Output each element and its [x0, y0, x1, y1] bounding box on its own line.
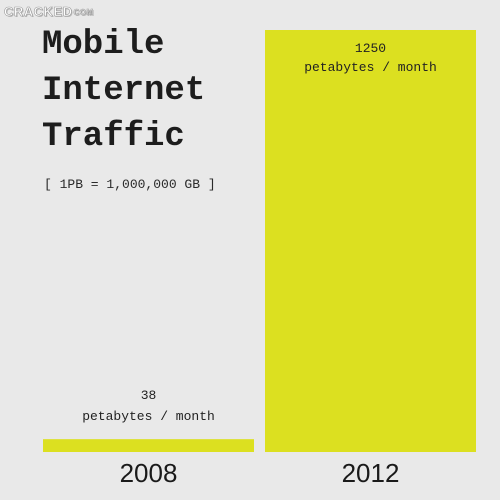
chart-title: Mobile Internet Traffic — [42, 22, 205, 160]
bar-2008 — [43, 439, 254, 452]
unit-label-2008: petabytes / month — [82, 409, 215, 425]
x-tick-2008: 2008 — [119, 458, 178, 488]
cracked-logo: CRACKEDCOM — [4, 4, 94, 20]
unit-label-2012: petabytes / month — [304, 60, 437, 75]
bar-2012 — [265, 30, 476, 452]
data-label-2008: 38 — [140, 388, 157, 404]
data-label-2012: 1250 — [354, 41, 387, 56]
title-line-3: Traffic — [42, 118, 185, 156]
title-line-2: Internet — [42, 72, 206, 110]
title-line-1: Mobile — [42, 26, 165, 64]
x-tick-2012: 2012 — [341, 458, 400, 488]
unit-note: [ 1PB = 1,000,000 GB ] — [44, 177, 216, 192]
